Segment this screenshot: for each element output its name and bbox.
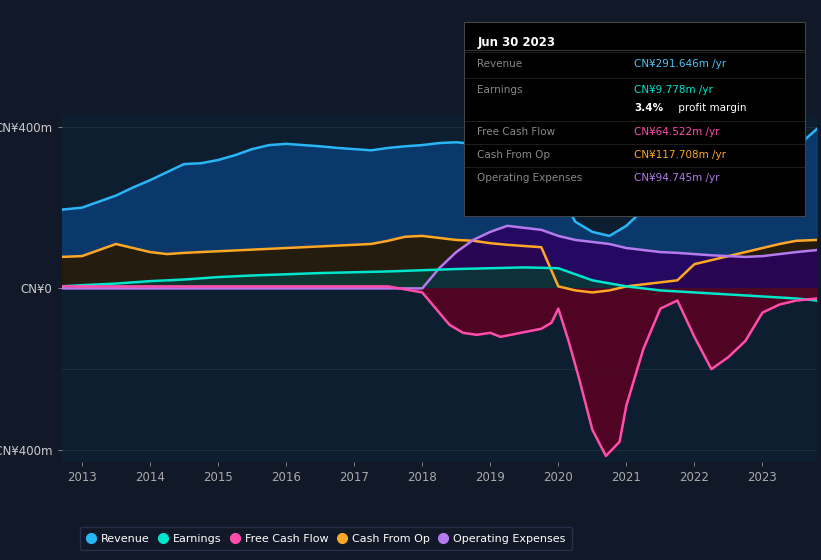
Text: Cash From Op: Cash From Op [478, 150, 551, 160]
Text: profit margin: profit margin [675, 104, 746, 113]
Text: CN¥94.745m /yr: CN¥94.745m /yr [635, 173, 720, 183]
Text: Revenue: Revenue [478, 59, 523, 69]
Text: Jun 30 2023: Jun 30 2023 [478, 36, 556, 49]
Legend: Revenue, Earnings, Free Cash Flow, Cash From Op, Operating Expenses: Revenue, Earnings, Free Cash Flow, Cash … [80, 527, 572, 550]
Text: CN¥291.646m /yr: CN¥291.646m /yr [635, 59, 727, 69]
Text: Earnings: Earnings [478, 85, 523, 95]
Text: Operating Expenses: Operating Expenses [478, 173, 583, 183]
Text: CN¥117.708m /yr: CN¥117.708m /yr [635, 150, 727, 160]
Text: Free Cash Flow: Free Cash Flow [478, 127, 556, 137]
Text: CN¥9.778m /yr: CN¥9.778m /yr [635, 85, 713, 95]
Text: CN¥64.522m /yr: CN¥64.522m /yr [635, 127, 720, 137]
Text: 3.4%: 3.4% [635, 104, 663, 113]
